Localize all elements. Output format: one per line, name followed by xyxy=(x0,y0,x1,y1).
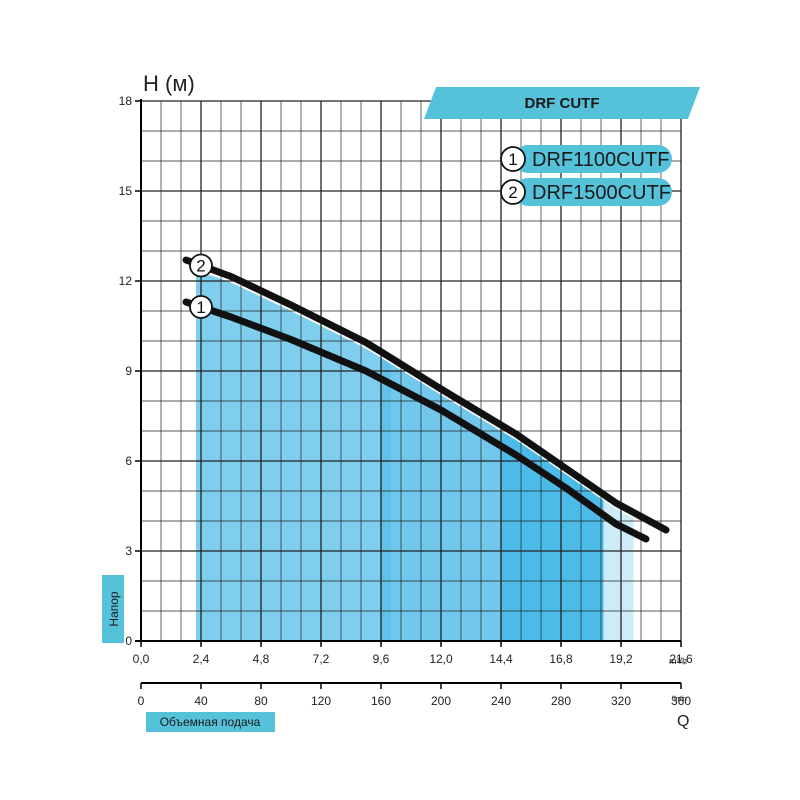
performance-curves xyxy=(182,256,670,543)
x-axis-badge-bg xyxy=(146,712,275,732)
secondary-x-tick-label: 120 xyxy=(311,694,331,708)
title-banner: DRF CUTF xyxy=(424,87,700,119)
secondary-x-tick-label: 360 xyxy=(671,694,691,708)
y-side-badge-bg xyxy=(102,575,124,643)
legend-item-label: DRF1500CUTF xyxy=(532,182,671,204)
shaded-region xyxy=(501,431,604,641)
y-tick-label: 18 xyxy=(119,94,133,108)
y-tick-label: 0 xyxy=(125,634,132,648)
series-marker-label: 1 xyxy=(196,298,205,317)
shaded-region xyxy=(381,357,604,641)
y-side-badge: Напор xyxy=(102,575,124,643)
x-axis-badge: Объемная подача xyxy=(146,712,275,732)
legend-item-bg xyxy=(514,178,672,206)
legend: 1 DRF1100CUTF 2 DRF1500CUTF xyxy=(500,145,672,206)
x-tick-label: 14,4 xyxy=(489,652,513,666)
series-marker-label: 2 xyxy=(196,257,205,276)
x-tick-label: 21,6 xyxy=(669,652,693,666)
legend-marker-circle xyxy=(500,179,526,205)
x-tick-label: 7,2 xyxy=(313,652,330,666)
series-line xyxy=(182,298,650,543)
legend-item-label: DRF1100CUTF xyxy=(532,149,669,171)
y-tick-label: 12 xyxy=(119,274,133,288)
y-side-label: Напор xyxy=(107,591,121,627)
secondary-x-tick-label: 240 xyxy=(491,694,511,708)
secondary-x-tick-label: 40 xyxy=(194,694,208,708)
curve-markers: 12 xyxy=(189,253,213,319)
x-tick-label: 12,0 xyxy=(429,652,453,666)
y-tick-label: 15 xyxy=(119,184,133,198)
chart-title: DRF CUTF xyxy=(525,95,600,112)
y-tick-label: 9 xyxy=(125,364,132,378)
secondary-x-tick-label: 320 xyxy=(611,694,631,708)
secondary-x-tick-label: 200 xyxy=(431,694,451,708)
secondary-x-tick-label: 80 xyxy=(254,694,268,708)
x-tick-label: 19,2 xyxy=(609,652,633,666)
secondary-x-unit: l/min xyxy=(672,696,687,703)
title-banner-shape xyxy=(424,87,700,119)
secondary-x-label: Q xyxy=(677,713,689,730)
primary-x-unit: m³/h xyxy=(669,656,687,666)
shaded-region xyxy=(196,275,391,641)
series-marker-circle xyxy=(189,253,213,278)
y-tick-label: 6 xyxy=(125,454,132,468)
x-tick-label: 9,6 xyxy=(373,652,390,666)
secondary-x-tick-label: 0 xyxy=(138,694,145,708)
secondary-x-tick-label: 160 xyxy=(371,694,391,708)
x-tick-label: 2,4 xyxy=(193,652,210,666)
series-line xyxy=(182,256,670,534)
x-tick-label: 16,8 xyxy=(549,652,573,666)
x-axis-badge-label: Объемная подача xyxy=(160,715,261,729)
x-tick-label: 4,8 xyxy=(253,652,270,666)
legend-marker-label: 2 xyxy=(508,183,517,202)
legend-item-bg xyxy=(514,145,672,173)
legend-marker-circle xyxy=(500,146,526,172)
y-tick-label: 3 xyxy=(125,544,132,558)
secondary-x-tick-label: 280 xyxy=(551,694,571,708)
series-marker-circle xyxy=(189,295,213,319)
legend-marker-label: 1 xyxy=(508,150,517,169)
x-tick-label: 0,0 xyxy=(133,652,150,666)
y-axis-title: H (м) xyxy=(143,71,195,96)
shaded-region xyxy=(196,275,634,641)
